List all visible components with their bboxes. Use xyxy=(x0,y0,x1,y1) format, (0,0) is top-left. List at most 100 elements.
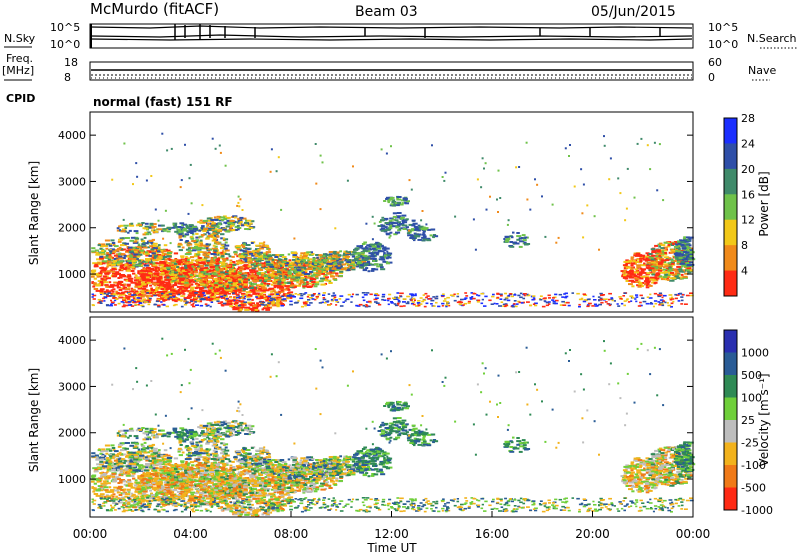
echo-cell xyxy=(348,261,352,264)
echo-cell xyxy=(641,285,644,288)
echo-cell xyxy=(683,236,686,239)
echo-cell xyxy=(121,237,125,240)
echo-cell xyxy=(339,272,344,274)
echo-cell xyxy=(200,276,205,279)
echo-cell xyxy=(423,235,427,238)
echo-cell xyxy=(320,271,325,274)
echo-cell xyxy=(207,232,211,235)
echo-cell xyxy=(130,236,136,239)
echo-cell xyxy=(370,263,376,266)
echo-cell xyxy=(288,266,292,269)
echo-cell xyxy=(232,215,238,218)
echo-cell xyxy=(166,230,171,233)
echo-cell xyxy=(667,269,673,272)
echo-cell xyxy=(329,269,334,272)
echo-cell xyxy=(403,305,406,307)
echo-cell xyxy=(640,268,646,271)
echo-cell xyxy=(154,267,158,270)
echo-cell xyxy=(287,260,290,263)
echo-cell xyxy=(327,263,333,266)
echo-cell xyxy=(360,262,366,265)
echo-cell xyxy=(399,295,403,298)
echo-cell xyxy=(306,281,309,284)
echo-cell xyxy=(302,284,307,286)
cpid-value: normal (fast) 151 RF xyxy=(93,95,233,109)
echo-cell xyxy=(300,260,304,263)
echo-cell xyxy=(384,222,390,224)
echo-cell xyxy=(141,281,145,284)
echo-cell xyxy=(247,248,251,251)
echo-cell xyxy=(171,278,176,281)
echo-cell xyxy=(517,294,521,297)
echo-cell xyxy=(342,301,345,303)
echo-cell xyxy=(156,294,160,297)
echo-cell xyxy=(240,254,245,257)
echo-cell xyxy=(235,228,238,231)
echo-cell xyxy=(296,258,301,261)
echo-cell xyxy=(163,283,168,286)
echo-cell xyxy=(242,284,248,287)
echo-cell xyxy=(265,303,271,306)
echo-cell xyxy=(130,222,134,225)
echo-cell xyxy=(239,219,243,222)
echo-cell xyxy=(137,295,141,298)
echo-cell xyxy=(110,303,113,306)
echo-cell xyxy=(639,256,643,259)
echo-cell xyxy=(376,244,379,247)
echo-cell xyxy=(427,228,432,231)
echo-cell xyxy=(653,300,658,302)
echo-cell xyxy=(202,230,207,233)
echo-cell xyxy=(190,228,193,230)
echo-cell xyxy=(216,253,220,256)
echo-cell xyxy=(194,278,200,281)
echo-cell xyxy=(300,276,305,279)
echo-cell xyxy=(639,257,645,260)
echo-cell xyxy=(181,275,188,278)
echo-cell xyxy=(414,293,417,295)
echo-cell xyxy=(116,258,120,261)
echo-cell xyxy=(683,248,688,251)
echo-cell xyxy=(284,270,288,273)
echo-cell xyxy=(289,296,293,299)
echo-cell xyxy=(220,280,224,283)
echo-cell xyxy=(271,258,275,261)
echo-cell xyxy=(664,256,669,259)
echo-cell xyxy=(136,278,140,281)
echo-cell xyxy=(652,269,656,272)
echo-cell xyxy=(416,233,422,236)
echo-cell xyxy=(261,287,267,290)
echo-cell xyxy=(397,301,401,303)
echo-cell xyxy=(227,223,232,226)
echo-cell xyxy=(213,289,217,292)
echo-cell xyxy=(128,257,134,260)
echo-cell xyxy=(213,235,218,238)
echo-cell xyxy=(99,282,104,285)
echo-cell xyxy=(144,227,149,230)
echo-cell xyxy=(200,234,205,236)
echo-cell xyxy=(143,263,147,266)
echo-cell xyxy=(267,279,272,282)
echo-cell xyxy=(279,277,283,280)
echo-cell xyxy=(141,283,147,286)
echo-cell xyxy=(664,273,670,276)
echo-cell xyxy=(629,273,634,276)
echo-cell xyxy=(229,274,234,277)
echo-cell xyxy=(171,273,175,276)
echo-cell xyxy=(288,281,291,284)
echo-cell xyxy=(151,259,156,262)
echo-cell xyxy=(378,258,384,261)
echo-cell xyxy=(238,272,242,275)
echo-cell xyxy=(148,272,152,275)
echo-cell xyxy=(388,220,393,223)
echo-cell xyxy=(309,277,315,280)
echo-cell xyxy=(276,271,282,274)
echo-cell xyxy=(101,279,107,281)
echo-cell xyxy=(547,294,551,297)
echo-cell xyxy=(174,271,178,274)
echo-cell xyxy=(351,266,356,269)
echo-cell xyxy=(522,301,525,304)
echo-cell xyxy=(115,290,118,293)
echo-cell xyxy=(116,286,121,289)
echo-cell xyxy=(192,230,197,233)
echo-cell xyxy=(211,229,216,232)
